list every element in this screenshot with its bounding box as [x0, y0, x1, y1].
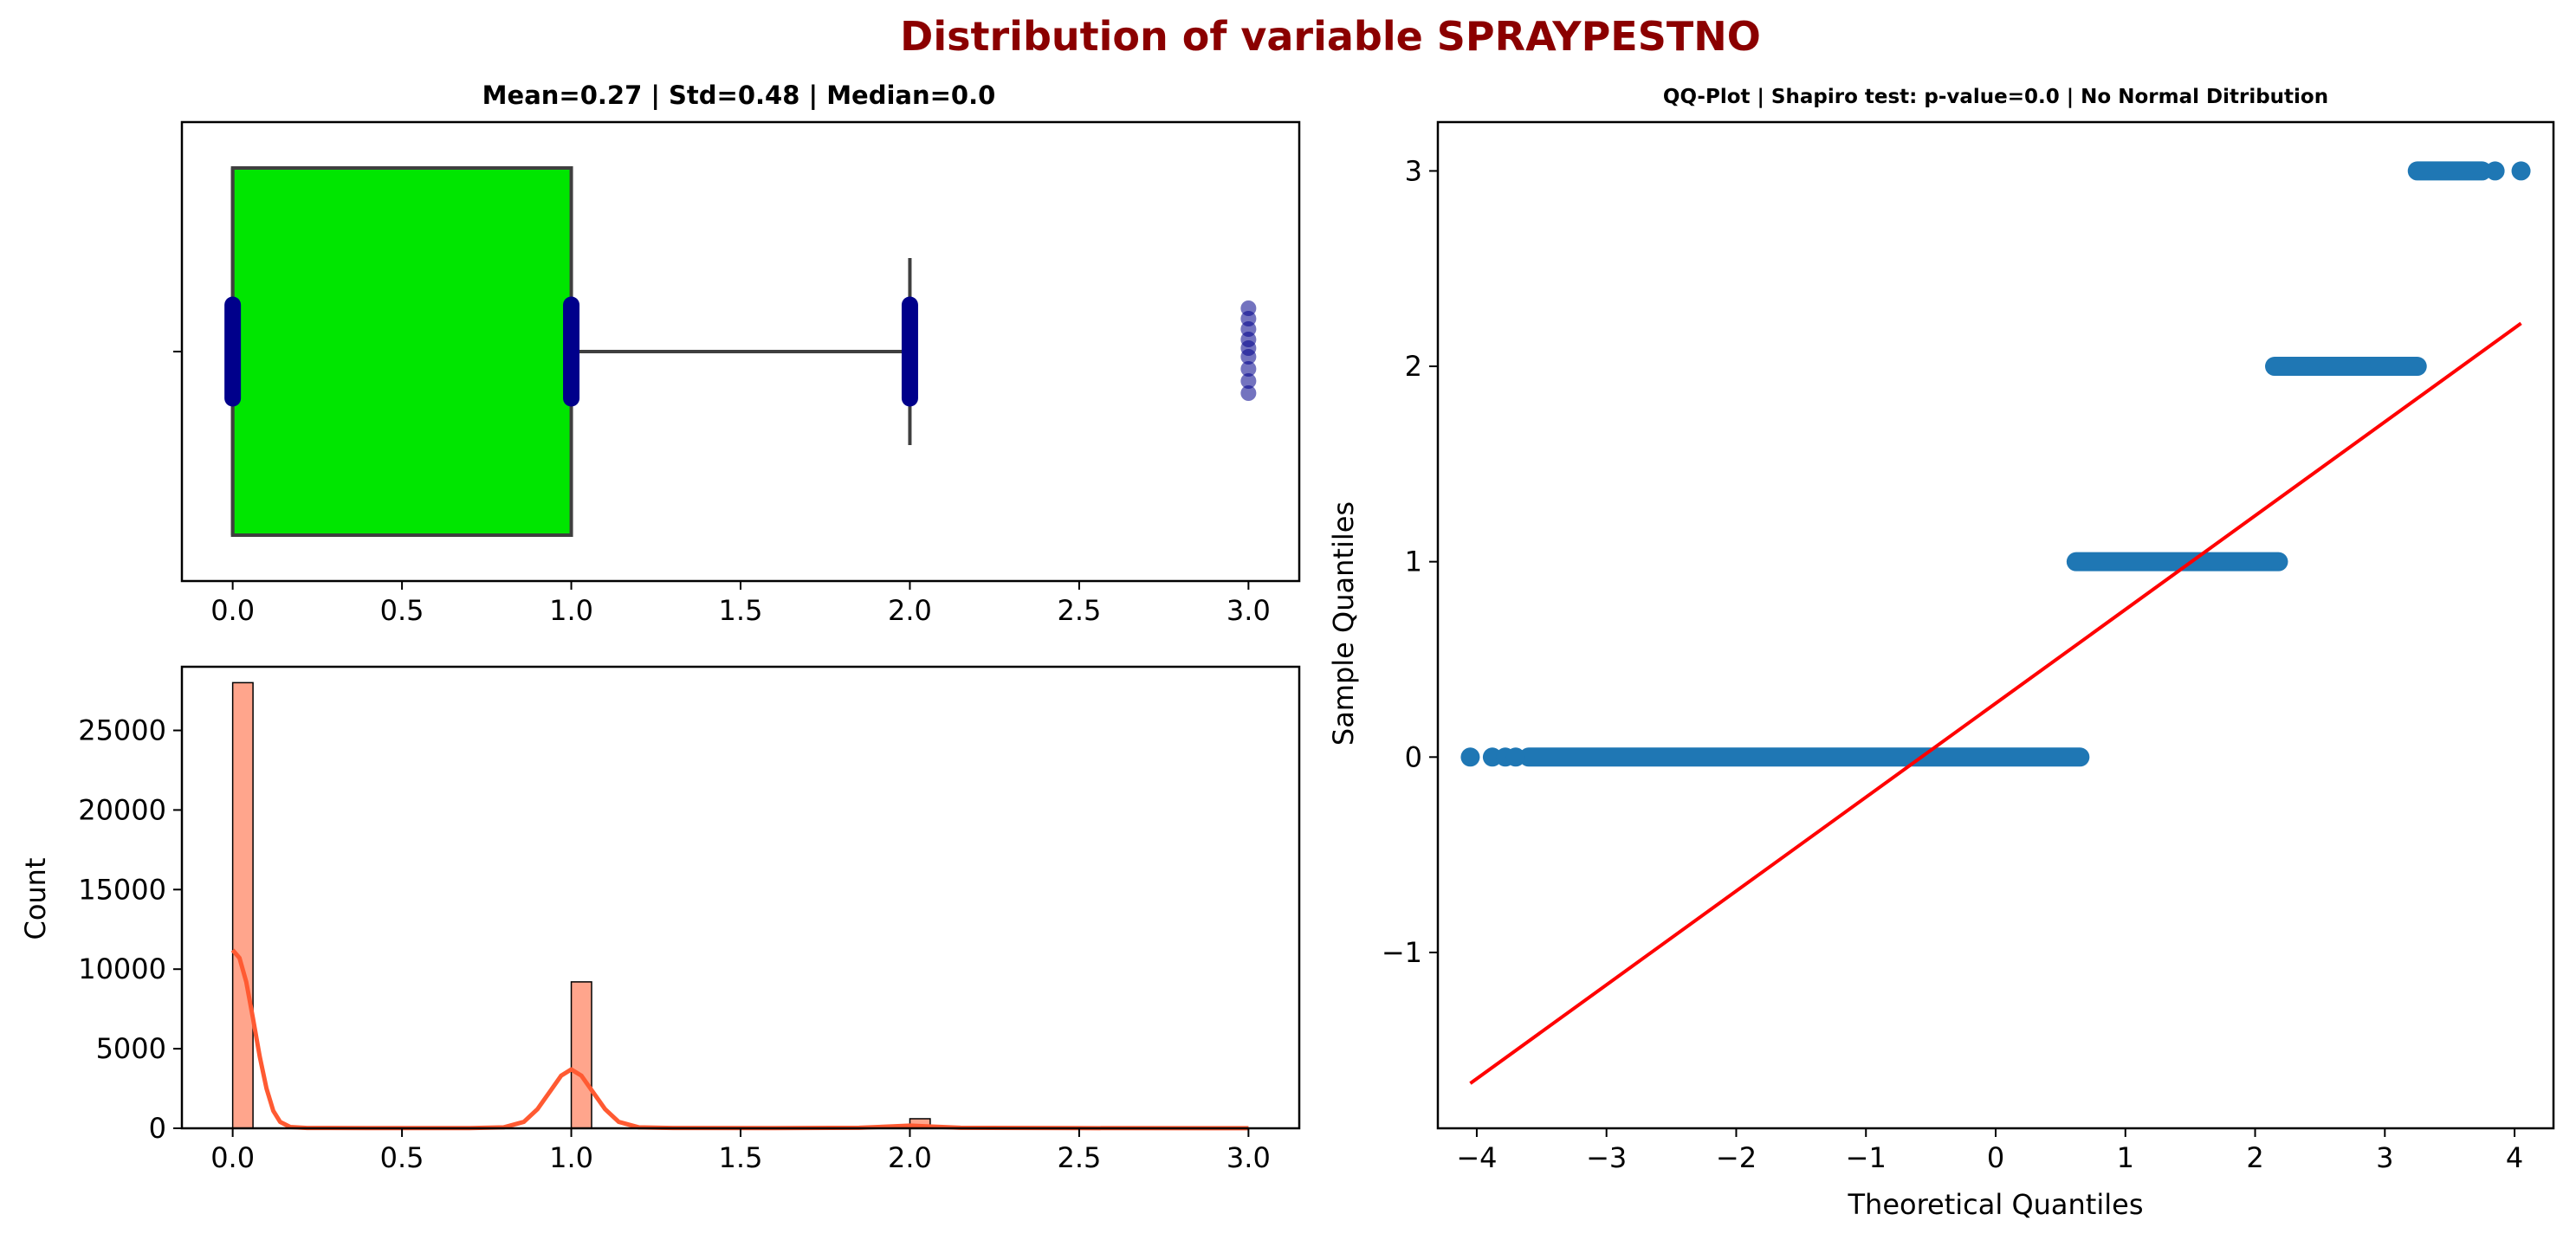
- x-tick-label: 3.0: [1227, 1141, 1271, 1174]
- boxplot-frame: [180, 120, 1301, 583]
- qqplot-frame: [1436, 120, 2555, 1130]
- x-tick-label: 0.5: [380, 1141, 424, 1174]
- histogram-panel: Count 0.0 0.5 1.0 1.5 2.0 2.5 3.0 0 5000 10000 150…: [19, 665, 1301, 1174]
- outlier-point: [1240, 385, 1257, 401]
- outlier-point: [1240, 361, 1257, 377]
- y-tick-label: −1: [1382, 936, 1422, 969]
- kde-line: [230, 948, 1249, 1131]
- hist-bar: [231, 681, 254, 1129]
- x-tick-label: 2: [2246, 1141, 2263, 1174]
- x-tick-label: 4: [2506, 1141, 2523, 1174]
- y-tick-label: 3: [1405, 154, 1422, 187]
- qq-point: [1460, 747, 1480, 767]
- boxplot-title: Mean=0.27 | Std=0.48 | Median=0.0: [482, 81, 996, 110]
- y-tick-label: 20000: [78, 793, 166, 826]
- x-tick-label: −3: [1586, 1141, 1627, 1174]
- boxplot-panel: Mean=0.27 | Std=0.48 | Median=0.0 0.0 0.5…: [173, 81, 1301, 627]
- y-tick-label: 15000: [78, 873, 166, 906]
- histogram-ylabel: Count: [19, 857, 52, 940]
- outlier-point: [1240, 349, 1257, 365]
- qq-point: [2485, 161, 2505, 181]
- histogram-frame: [180, 665, 1301, 1130]
- qqplot-panel: QQ-Plot | Shapiro test: p-value=0.0 | No…: [1327, 86, 2555, 1221]
- y-tick-label: 5000: [96, 1032, 166, 1065]
- qq-point: [1505, 747, 1525, 767]
- x-tick-label: 3.0: [1227, 594, 1271, 627]
- x-tick-label: 1.5: [719, 594, 763, 627]
- x-tick-label: −1: [1846, 1141, 1887, 1174]
- x-tick-label: 1.0: [549, 1141, 593, 1174]
- figure-title: Distribution of variable SPRAYPESTNO: [900, 13, 1761, 60]
- qqplot-xlabel: Theoretical Quantiles: [1848, 1188, 2144, 1221]
- hist-bar: [570, 981, 592, 1129]
- x-tick-label: 0: [1987, 1141, 2004, 1174]
- x-tick-label: 2.0: [888, 594, 932, 627]
- y-tick-label: 25000: [78, 714, 166, 747]
- x-tick-label: 1.5: [719, 1141, 763, 1174]
- y-tick-label: 0: [1405, 740, 1422, 773]
- reference-line: [1469, 321, 2522, 1085]
- x-tick-label: 2.0: [888, 1141, 932, 1174]
- x-tick-label: 2.5: [1057, 594, 1101, 627]
- x-tick-label: 0.0: [210, 594, 255, 627]
- qqplot-title: QQ-Plot | Shapiro test: p-value=0.0 | No…: [1663, 86, 2328, 108]
- y-tick-label: 0: [149, 1112, 166, 1145]
- y-tick-label: 1: [1405, 546, 1422, 578]
- x-tick-label: 3: [2376, 1141, 2393, 1174]
- x-tick-label: 1.0: [549, 594, 593, 627]
- qq-point: [2511, 161, 2531, 181]
- x-tick-label: 2.5: [1057, 1141, 1101, 1174]
- iqr-box: [230, 166, 573, 537]
- qqplot-ylabel: Sample Quantiles: [1327, 501, 1360, 746]
- x-tick-label: 1: [2117, 1141, 2134, 1174]
- x-tick-label: 0.5: [380, 594, 424, 627]
- y-tick-label: 2: [1405, 350, 1422, 383]
- outlier-point: [1240, 373, 1257, 389]
- x-tick-label: 0.0: [210, 1141, 255, 1174]
- x-tick-label: −2: [1716, 1141, 1757, 1174]
- y-tick-label: 10000: [78, 953, 166, 985]
- x-tick-label: −4: [1456, 1141, 1497, 1174]
